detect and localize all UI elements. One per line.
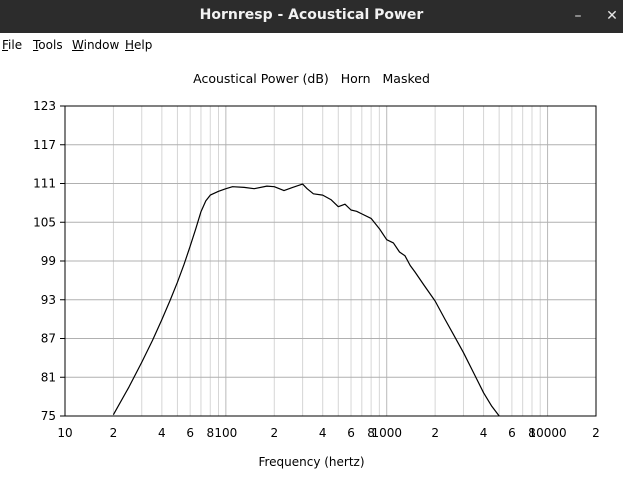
- x-tick-label: 8: [206, 426, 214, 440]
- menu-file[interactable]: File: [2, 38, 23, 52]
- series-line: [112, 183, 500, 417]
- x-tick-label: 10000: [528, 426, 566, 440]
- x-tick-label: 4: [480, 426, 488, 440]
- y-tick-label: 75: [41, 409, 56, 423]
- chart-title: Acoustical Power (dB) Horn Masked: [193, 71, 430, 86]
- y-tick-label: 117: [33, 138, 56, 152]
- y-tick-label: 81: [41, 370, 56, 384]
- y-tick-label: 123: [33, 99, 56, 113]
- x-tick-label: 2: [270, 426, 278, 440]
- x-tick-label: 6: [347, 426, 355, 440]
- x-tick-label: 6: [508, 426, 516, 440]
- x-tick-label: 2: [110, 426, 118, 440]
- x-tick-label: 4: [158, 426, 166, 440]
- menu-tools[interactable]: Tools: [33, 38, 63, 52]
- y-tick-label: 87: [41, 332, 56, 346]
- minimize-icon[interactable]: –: [574, 8, 582, 24]
- y-tick-label: 111: [33, 177, 56, 191]
- menu-bar: File Tools Window Help: [0, 33, 623, 55]
- x-tick-label: 10: [57, 426, 72, 440]
- x-tick-label: 8: [367, 426, 375, 440]
- menu-window[interactable]: Window: [72, 38, 120, 52]
- x-tick-label: 6: [186, 426, 194, 440]
- x-tick-label: 100: [214, 426, 237, 440]
- x-tick-label: 4: [319, 426, 327, 440]
- y-tick-label: 93: [41, 293, 56, 307]
- x-tick-label: 2: [431, 426, 439, 440]
- x-axis-label: Frequency (hertz): [258, 455, 365, 469]
- x-tick-label: 2: [592, 426, 600, 440]
- x-tick-label: 8: [528, 426, 536, 440]
- window-title: Hornresp - Acoustical Power: [199, 7, 424, 23]
- close-icon[interactable]: ✕: [606, 8, 618, 24]
- y-tick-label: 105: [33, 215, 56, 229]
- window-titlebar: Hornresp - Acoustical Power – ✕: [0, 0, 623, 33]
- y-tick-label: 99: [41, 254, 56, 268]
- x-tick-label: 1000: [371, 426, 402, 440]
- menu-help[interactable]: Help: [125, 38, 153, 52]
